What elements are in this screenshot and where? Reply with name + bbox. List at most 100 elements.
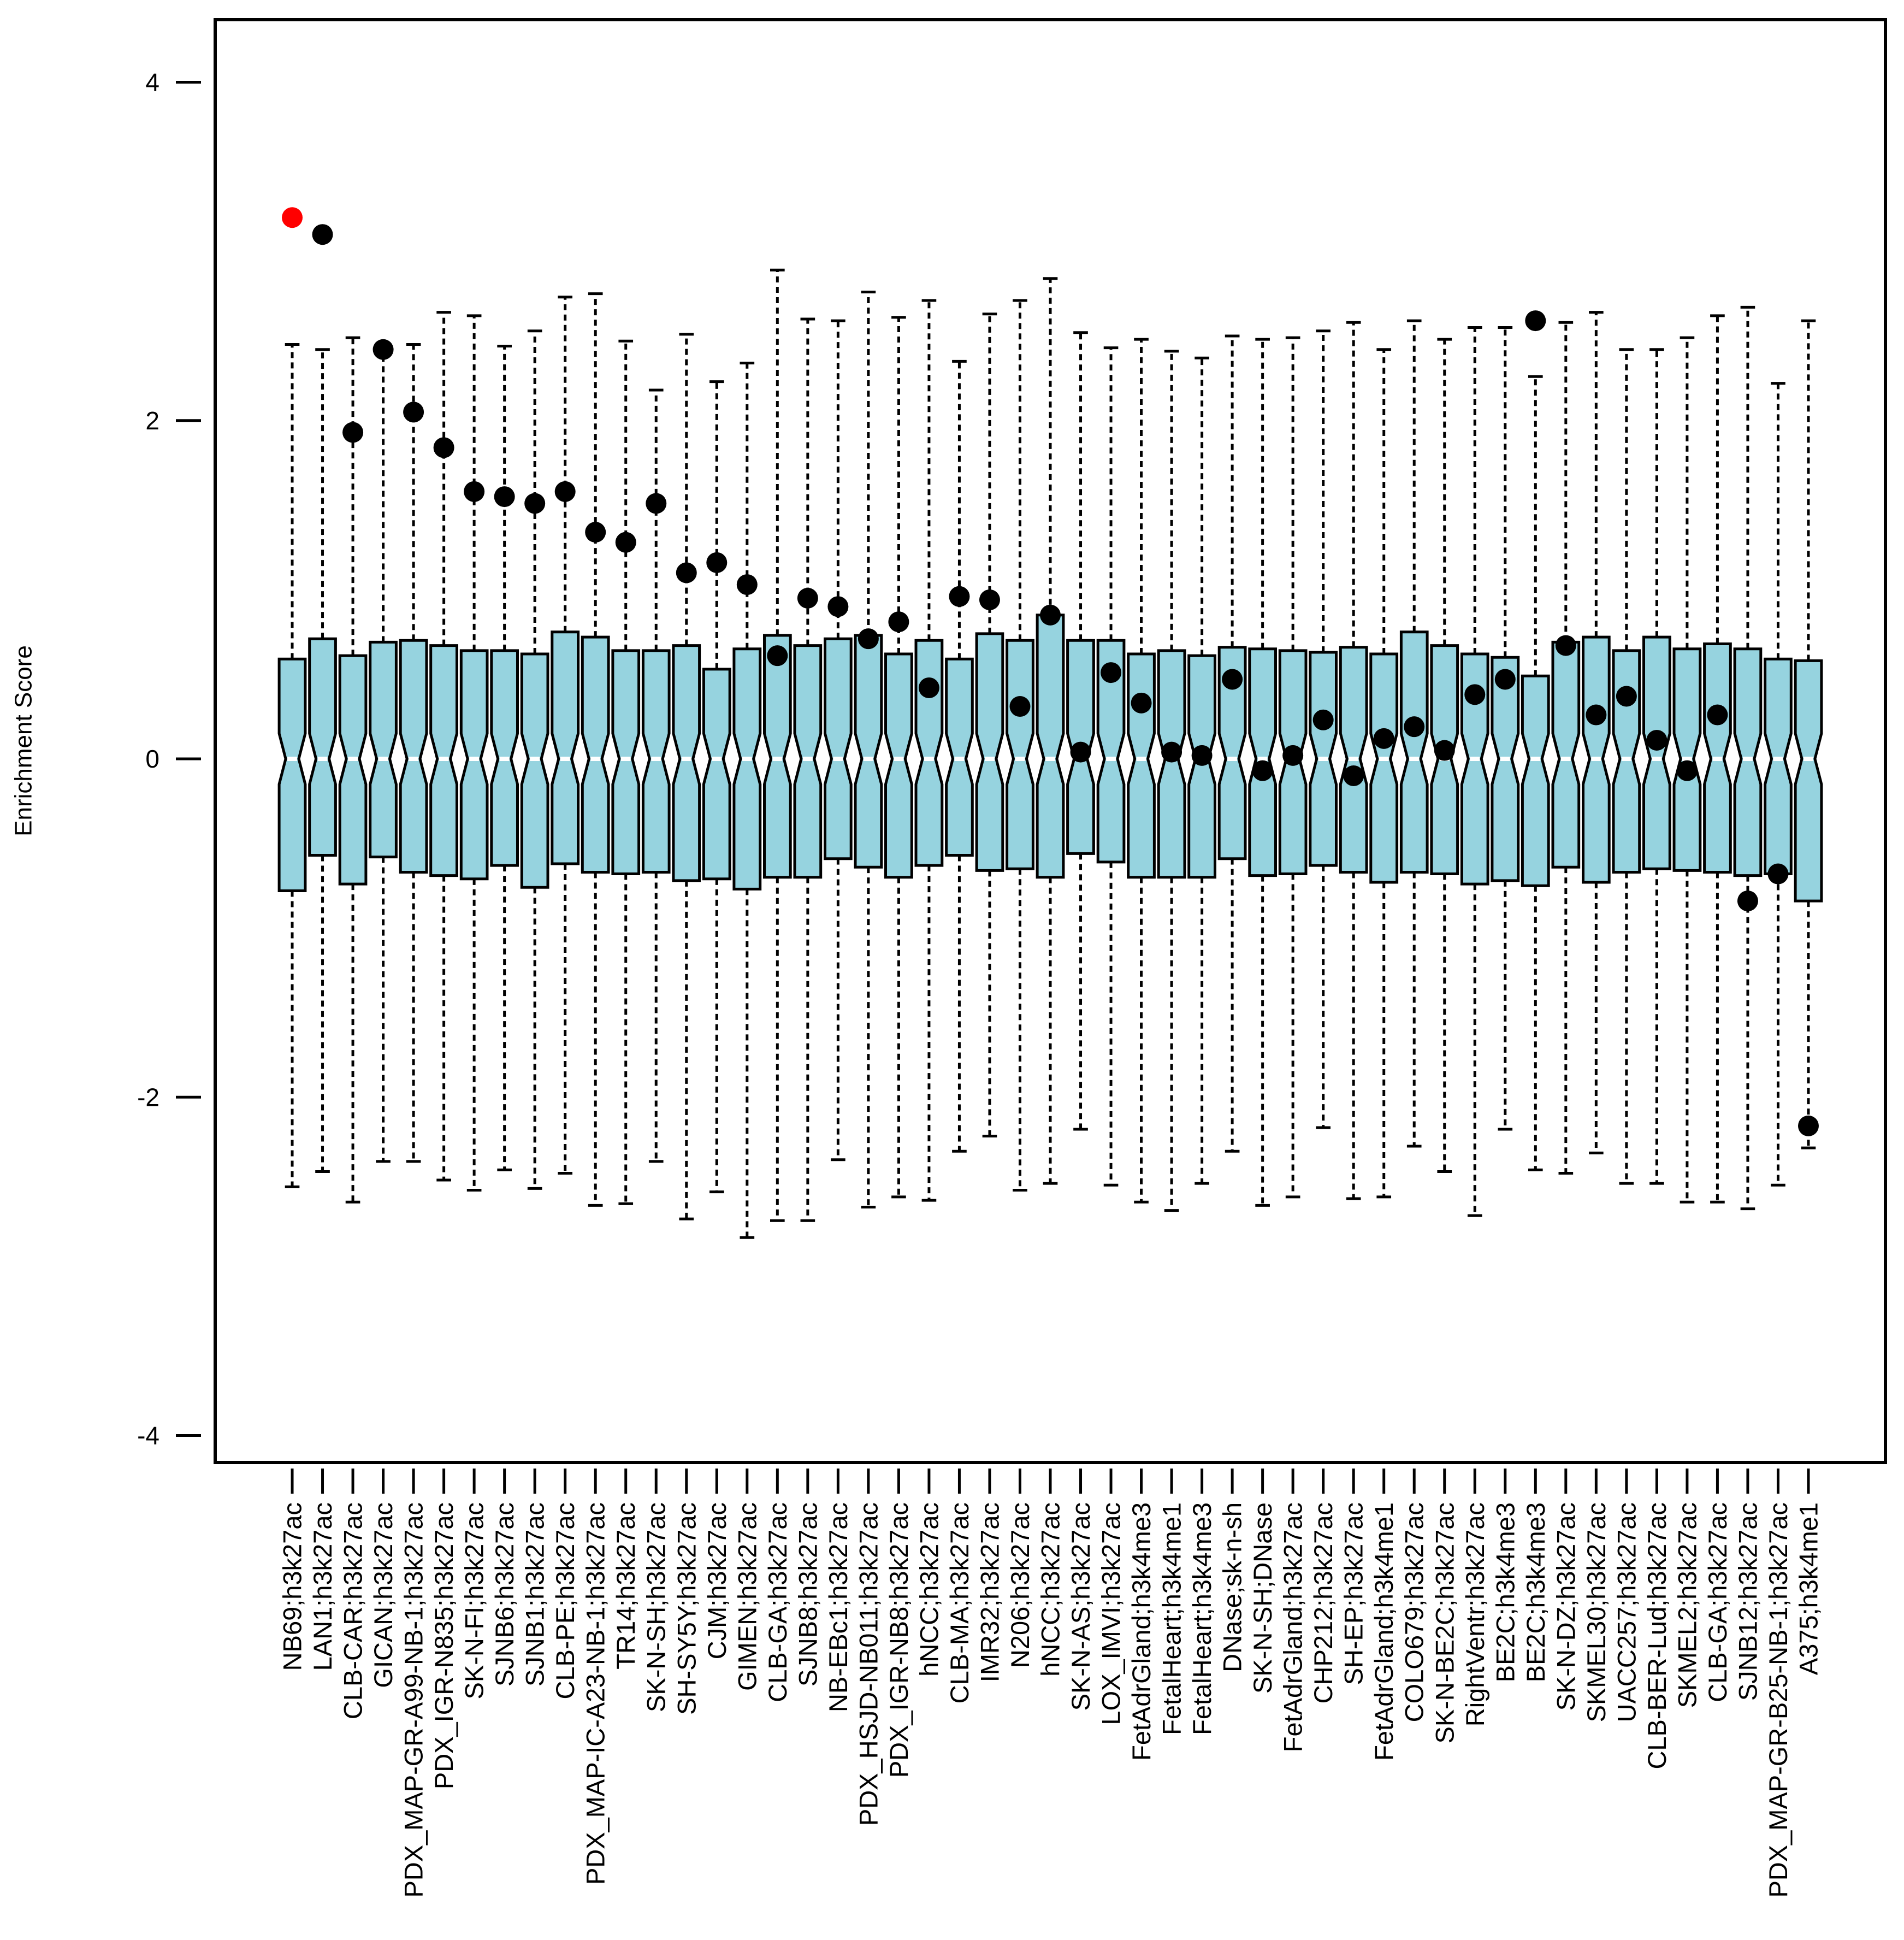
x-tick-label-24: IMR32;h3k27ac (975, 1502, 1004, 1682)
x-tick-label-30: FetalHeart;h3k4me1 (1157, 1502, 1186, 1735)
point-21 (888, 611, 909, 633)
boxes-layer (277, 614, 1823, 903)
point-48 (1707, 704, 1728, 726)
point-24 (979, 589, 1000, 610)
x-tick-label-10: CLB-PE;h3k27ac (551, 1502, 580, 1700)
x-tick-label-11: PDX_MAP-IC-A23-NB-1;h3k27ac (581, 1502, 610, 1885)
y-tick-label-4: -2 (137, 1083, 159, 1111)
box-22 (914, 639, 944, 867)
point-5 (403, 402, 424, 423)
box-9 (520, 652, 549, 889)
point-25 (1009, 696, 1031, 717)
point-6 (433, 437, 454, 458)
x-tick-label-49: SJNB12;h3k27ac (1733, 1502, 1762, 1701)
point-34 (1282, 745, 1304, 766)
x-tick-label-8: SJNB6;h3k27ac (490, 1502, 519, 1687)
x-tick-label-38: COLO679;h3k27ac (1400, 1502, 1429, 1722)
x-tick-label-41: BE2C;h3k4me3 (1491, 1502, 1519, 1682)
point-16 (736, 574, 758, 595)
x-tick-label-28: LOX_IMVI;h3k27ac (1096, 1502, 1125, 1725)
x-tick-label-43: SK-N-DZ;h3k27ac (1551, 1502, 1580, 1711)
box-7 (459, 649, 489, 881)
box-32 (1217, 646, 1247, 860)
x-tick-label-4: GICAN;h3k27ac (369, 1502, 398, 1688)
x-tick-label-22: hNCC;h3k27ac (914, 1502, 943, 1677)
box-37 (1369, 652, 1399, 884)
point-36 (1343, 765, 1364, 786)
box-43 (1551, 640, 1581, 869)
point-33 (1252, 760, 1273, 781)
x-tick-label-39: SK-N-BE2C;h3k27ac (1430, 1502, 1459, 1743)
point-42 (1525, 310, 1546, 332)
point-26 (1040, 604, 1061, 626)
point-15 (706, 552, 728, 573)
box-24 (975, 632, 1004, 872)
point-31 (1191, 745, 1213, 766)
x-tick-label-47: SKMEL2;h3k27ac (1672, 1502, 1701, 1708)
box-16 (732, 647, 762, 891)
point-4 (372, 339, 394, 360)
x-tick-label-23: CLB-MA;h3k27ac (945, 1502, 974, 1703)
box-14 (672, 644, 701, 882)
point-35 (1312, 709, 1334, 730)
x-tick-label-16: GIMEN;h3k27ac (732, 1502, 761, 1691)
x-axis: NB69;h3k27ac LAN1;h3k27ac CLB-CAR;h3k27ac G… (277, 1469, 1823, 1898)
box-3 (338, 654, 368, 886)
x-tick-label-46: CLB-BER-Lud;h3k27ac (1642, 1502, 1671, 1770)
x-tick-label-1: NB69;h3k27ac (277, 1502, 306, 1671)
box-19 (824, 637, 853, 860)
box-2 (308, 637, 337, 857)
point-49 (1737, 891, 1758, 912)
x-tick-label-37: FetAdrGland;h3k4me1 (1369, 1502, 1398, 1761)
y-tick-label-5: -4 (137, 1422, 159, 1450)
x-tick-label-29: FetAdrGland;h3k4me3 (1127, 1502, 1156, 1761)
box-41 (1491, 656, 1520, 882)
x-tick-label-14: SH-SY5Y;h3k27ac (672, 1502, 701, 1715)
x-tick-label-19: NB-EBc1;h3k27ac (824, 1502, 853, 1712)
x-tick-label-35: CHP212;h3k27ac (1309, 1502, 1338, 1703)
box-42 (1521, 674, 1550, 887)
box-50 (1764, 657, 1793, 875)
point-46 (1646, 729, 1668, 751)
y-tick-label-2: 2 (145, 406, 159, 435)
point-28 (1101, 662, 1122, 683)
point-11 (585, 522, 606, 543)
box-40 (1460, 652, 1489, 886)
point-14 (676, 562, 697, 583)
plot-frame (214, 18, 1887, 1464)
x-tick-label-50: PDX_MAP-GR-B25-NB-1;h3k27ac (1764, 1502, 1793, 1898)
x-tick-label-40: RightVentr;h3k27ac (1460, 1502, 1489, 1726)
box-20 (854, 634, 883, 869)
x-tick-label-32: DNase;sk-n-sh (1218, 1502, 1247, 1672)
x-tick-label-13: SK-N-SH;h3k27ac (642, 1502, 671, 1712)
highlight-point-1 (282, 207, 303, 228)
box-25 (1006, 639, 1034, 870)
point-10 (554, 481, 576, 502)
point-41 (1494, 669, 1516, 690)
x-tick-label-18: SJNB8;h3k27ac (793, 1502, 822, 1687)
x-tick-label-7: SK-N-FI;h3k27ac (460, 1502, 489, 1699)
x-tick-label-17: CLB-GA;h3k27ac (763, 1502, 792, 1702)
box-26 (1036, 614, 1065, 879)
x-tick-label-48: CLB-GA;h3k27ac (1703, 1502, 1732, 1702)
point-29 (1131, 692, 1152, 714)
box-21 (884, 652, 913, 879)
point-8 (494, 486, 515, 508)
point-3 (342, 422, 364, 443)
x-tick-label-15: CJM;h3k27ac (702, 1502, 731, 1659)
box-10 (551, 630, 580, 865)
point-32 (1222, 669, 1243, 690)
box-29 (1127, 652, 1156, 879)
box-51 (1794, 659, 1823, 903)
x-tick-label-26: hNCC;h3k27ac (1036, 1502, 1065, 1677)
point-2 (312, 224, 333, 245)
box-12 (611, 649, 641, 875)
x-tick-label-5: PDX_MAP-GR-A99-NB-1;h3k27ac (399, 1502, 428, 1898)
point-17 (767, 645, 788, 667)
box-49 (1733, 647, 1763, 877)
x-tick-label-20: PDX_HSJD-NB011;h3k27ac (854, 1502, 883, 1826)
box-13 (641, 649, 671, 874)
box-15 (702, 668, 731, 881)
